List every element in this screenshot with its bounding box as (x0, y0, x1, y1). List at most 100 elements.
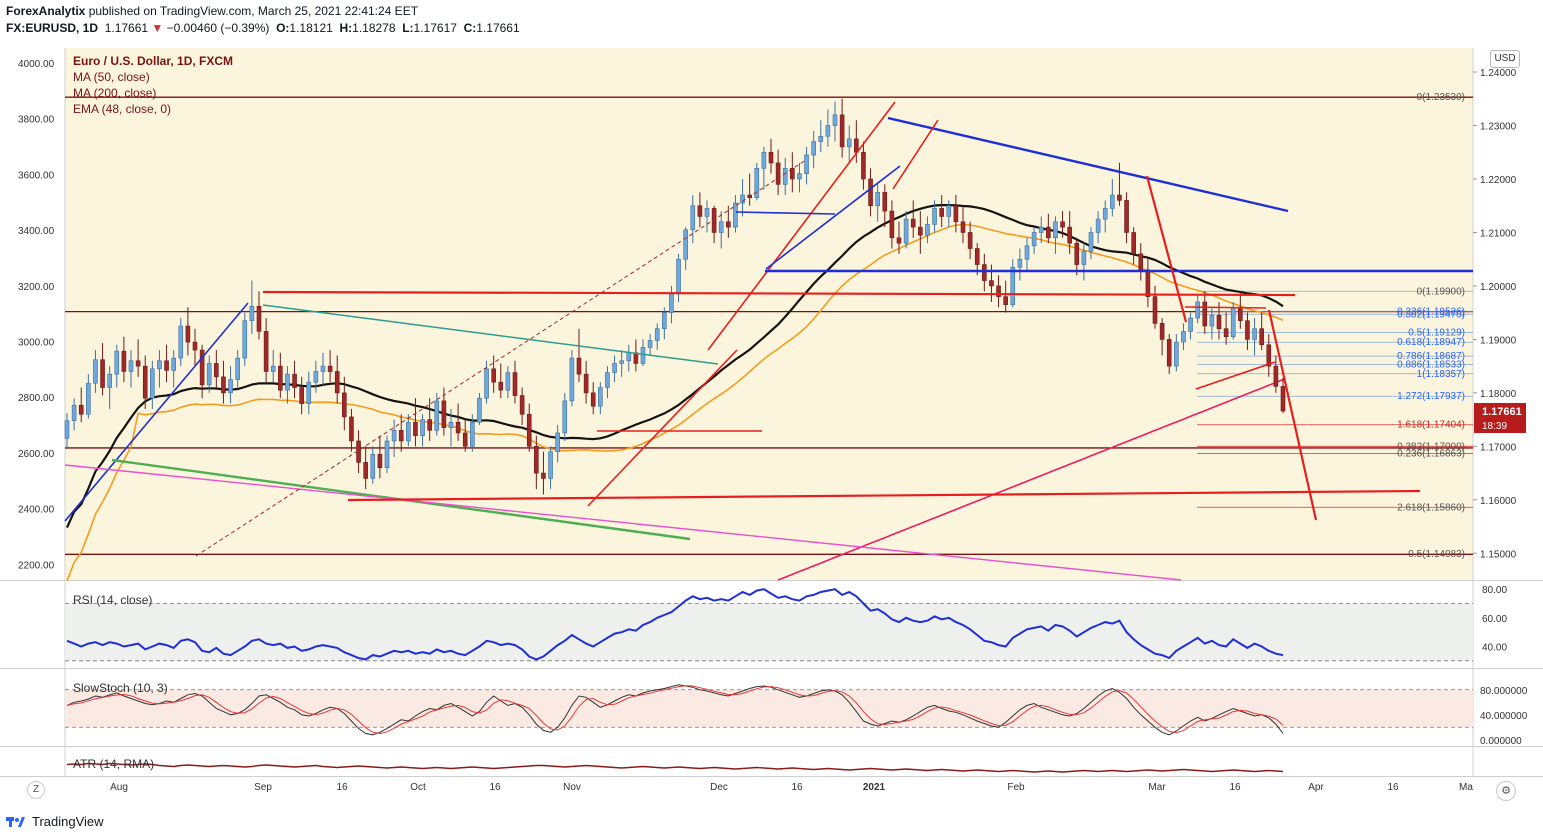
candle (342, 376, 347, 431)
candle-body (1174, 341, 1179, 367)
time-tick-label: Sep (254, 782, 272, 793)
candle (491, 355, 496, 393)
candle (583, 360, 589, 404)
candle (562, 392, 568, 441)
candle (960, 205, 966, 244)
left-tick-label: 3600.00 (18, 170, 55, 181)
legend-entry: MA (50, close) (73, 70, 150, 84)
candle (690, 195, 696, 244)
candle (377, 435, 383, 479)
candle-body (1060, 221, 1065, 228)
currency-button[interactable]: USD (1490, 50, 1520, 68)
candle-body (93, 359, 98, 384)
candle (868, 168, 873, 217)
fib-label: 0.236(1.16863) (1397, 449, 1465, 460)
candle-body (1245, 320, 1250, 340)
candle (406, 414, 411, 447)
candle-body (1195, 301, 1200, 319)
candle (100, 343, 105, 396)
candle (420, 414, 425, 447)
left-tick-label: 2200.00 (18, 560, 55, 571)
low-label: L: (402, 21, 414, 35)
candle-body (441, 400, 447, 428)
candle (1038, 216, 1044, 244)
candle-body (221, 376, 226, 394)
candle (185, 307, 191, 356)
candle (519, 387, 525, 425)
symbol-header: FX:EURUSD, 1D 1.17661 ▼ −0.00460 (−0.39%… (6, 21, 520, 35)
candle (1088, 227, 1094, 260)
candle-body (256, 305, 262, 332)
high-label: H: (339, 21, 353, 35)
candle-body (1067, 226, 1072, 244)
candle-body (946, 205, 952, 217)
candle (1259, 312, 1264, 351)
support-line-red (347, 489, 1421, 502)
candle-body (349, 416, 354, 442)
candle (1102, 200, 1108, 233)
stoch-title: SlowStoch (10, 3) (73, 681, 168, 695)
candle (192, 328, 198, 367)
candle-body (733, 202, 738, 228)
price-tick-label: 1.16000 (1480, 496, 1517, 507)
candle-body (1252, 328, 1257, 340)
candle (740, 178, 745, 217)
candle (150, 360, 155, 409)
candle-body (1273, 365, 1279, 387)
candle-body (982, 264, 987, 281)
candle-body (1117, 194, 1122, 201)
candle (683, 227, 688, 270)
price-tick-label: 1.20000 (1480, 282, 1517, 293)
candle-body (1266, 344, 1272, 367)
candle (526, 403, 532, 452)
candle-body (406, 421, 411, 442)
zoom-button[interactable]: Z (27, 781, 45, 799)
price-tick-label: 1.15000 (1480, 549, 1517, 560)
gear-icon[interactable]: ⚙ (1496, 781, 1516, 801)
candle (782, 157, 788, 196)
candle-body (455, 421, 461, 434)
price-change: −0.00460 (−0.39%) (166, 21, 270, 35)
candle-body (697, 205, 703, 217)
candle-body (647, 340, 653, 348)
candle (967, 221, 973, 260)
candle-body (861, 151, 866, 180)
candle-body (526, 413, 532, 447)
candle (768, 138, 774, 174)
candle (263, 318, 269, 383)
fib-label: 1.618(1.17404) (1397, 420, 1465, 431)
candle-body (1159, 323, 1165, 340)
high-value: 1.18278 (352, 21, 396, 35)
candle-body (676, 258, 681, 295)
candle-body (462, 432, 468, 447)
candle-body (1046, 226, 1051, 239)
candle (640, 339, 646, 367)
candle-body (1280, 386, 1286, 412)
candle-body (626, 352, 632, 362)
rsi-line (66, 588, 1284, 661)
candle (1081, 243, 1087, 281)
stoch-d-line (66, 685, 1284, 735)
candle (797, 162, 802, 193)
candle-body (398, 429, 404, 442)
candle (1003, 280, 1008, 313)
candle-body (590, 392, 596, 407)
candle-body (804, 154, 809, 174)
time-tick-label: 2021 (863, 782, 886, 793)
legend-entry: Euro / U.S. Dollar, 1D, FXCM (73, 54, 233, 68)
candle-body (818, 135, 824, 142)
candle (1166, 334, 1172, 375)
candle-body (718, 221, 724, 233)
candle-body (925, 224, 930, 236)
candle-body (1209, 315, 1215, 327)
candle-body (882, 192, 888, 212)
candle (455, 403, 461, 441)
time-tick-label: Mar (1148, 782, 1166, 793)
candle (704, 200, 710, 233)
candle (861, 141, 866, 190)
candle-body (192, 341, 198, 351)
time-tick-label: Nov (563, 782, 581, 793)
last-price: 1.17661 (104, 21, 149, 35)
candle (334, 355, 340, 404)
